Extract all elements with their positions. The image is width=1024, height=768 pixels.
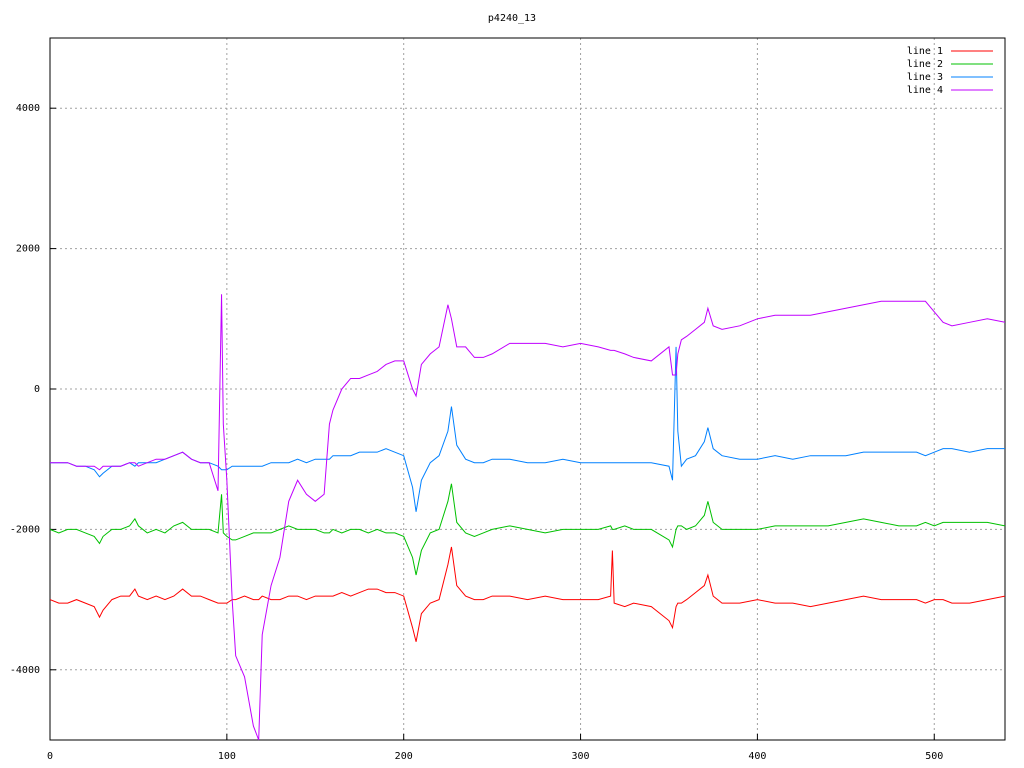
y-tick-label: 2000 — [16, 244, 40, 255]
y-tick-label: -2000 — [10, 524, 40, 535]
x-tick-label: 400 — [748, 751, 766, 762]
data-line — [50, 483, 1005, 576]
legend-label: line 3 — [907, 72, 943, 83]
data-line — [50, 546, 1005, 642]
legend-label: line 1 — [907, 46, 943, 57]
y-tick-label: -4000 — [10, 665, 40, 676]
chart-title: p4240_13 — [488, 13, 536, 24]
x-tick-label: 200 — [395, 751, 413, 762]
data-line — [50, 294, 1005, 741]
y-tick-label: 0 — [34, 384, 40, 395]
x-tick-label: 500 — [925, 751, 943, 762]
y-tick-label: 4000 — [16, 103, 40, 114]
x-tick-label: 300 — [572, 751, 590, 762]
legend-label: line 4 — [907, 85, 943, 96]
plot-frame — [49, 37, 1006, 741]
x-tick-label: 100 — [218, 751, 236, 762]
x-tick-label: 0 — [47, 751, 53, 762]
legend-label: line 2 — [907, 59, 943, 70]
plot-area — [50, 294, 1005, 741]
data-line — [50, 346, 1005, 512]
